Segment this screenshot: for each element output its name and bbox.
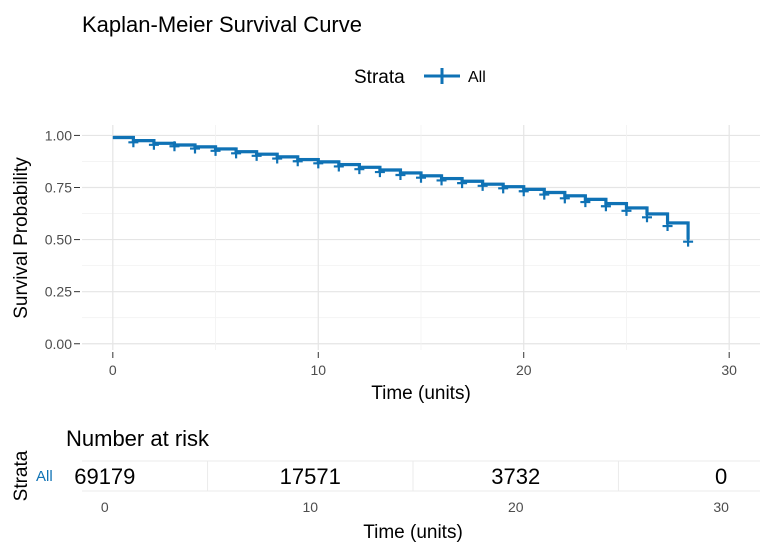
y-axis-ticks: 0.00 0.25 0.50 0.75 1.00 bbox=[45, 127, 80, 352]
survival-line bbox=[112, 135, 690, 240]
risk-y-axis-label: Strata bbox=[11, 450, 32, 501]
x-tick-label: 20 bbox=[516, 362, 532, 378]
risk-x-axis-ticks: 0 10 20 30 bbox=[101, 499, 729, 515]
risk-x-tick-label: 10 bbox=[302, 499, 318, 515]
censor-mark bbox=[210, 145, 221, 156]
risk-value: 3732 bbox=[491, 464, 540, 489]
y-tick-label: 0.75 bbox=[45, 180, 72, 196]
y-tick-label: 0.50 bbox=[45, 232, 72, 248]
censor-mark bbox=[272, 153, 283, 164]
censor-mark bbox=[169, 141, 180, 152]
censor-mark bbox=[662, 221, 673, 232]
censor-mark bbox=[683, 236, 694, 247]
risk-value: 17571 bbox=[280, 464, 341, 489]
y-axis-label: Survival Probability bbox=[11, 157, 32, 319]
censor-mark bbox=[559, 193, 570, 204]
risk-value: 0 bbox=[715, 464, 727, 489]
risk-x-tick-label: 0 bbox=[101, 499, 109, 515]
censor-marks bbox=[128, 137, 694, 247]
risk-table-values: 69179 17571 3732 0 bbox=[74, 464, 727, 489]
x-axis-label: Time (units) bbox=[371, 383, 471, 404]
censor-mark bbox=[374, 167, 385, 178]
risk-x-tick-label: 20 bbox=[508, 499, 524, 515]
censor-mark bbox=[600, 201, 611, 212]
chart-title: Kaplan-Meier Survival Curve bbox=[82, 12, 362, 37]
risk-value: 69179 bbox=[74, 464, 135, 489]
censor-mark bbox=[354, 164, 365, 175]
legend-label-all: All bbox=[468, 69, 486, 86]
censor-mark bbox=[333, 161, 344, 172]
censor-mark bbox=[457, 178, 468, 189]
censor-mark bbox=[292, 156, 303, 167]
y-tick-label: 0.25 bbox=[45, 284, 72, 300]
censor-mark bbox=[148, 139, 159, 150]
censor-mark bbox=[518, 186, 529, 197]
censor-mark bbox=[313, 158, 324, 169]
plot-grid bbox=[82, 125, 760, 350]
censor-mark bbox=[642, 212, 652, 223]
y-tick-label: 1.00 bbox=[45, 127, 72, 143]
censor-mark bbox=[416, 172, 426, 183]
confidence-band bbox=[112, 135, 689, 238]
risk-x-axis-label: Time (units) bbox=[363, 522, 463, 543]
censor-mark bbox=[231, 148, 242, 159]
censor-mark bbox=[477, 180, 488, 191]
censor-mark bbox=[498, 183, 509, 194]
legend-title: Strata bbox=[354, 67, 405, 88]
legend: Strata All bbox=[354, 67, 486, 88]
censor-mark bbox=[539, 189, 550, 200]
censor-mark bbox=[436, 175, 447, 186]
censor-mark bbox=[395, 170, 406, 180]
y-tick-label: 0.00 bbox=[45, 336, 72, 352]
risk-x-tick-label: 30 bbox=[713, 499, 729, 515]
censor-mark bbox=[580, 197, 591, 208]
censor-mark bbox=[621, 205, 632, 216]
risk-table-grid bbox=[82, 460, 760, 492]
censor-mark bbox=[128, 137, 139, 148]
x-tick-label: 30 bbox=[721, 362, 737, 378]
x-tick-label: 10 bbox=[310, 362, 326, 378]
x-axis-ticks: 0 10 20 30 bbox=[109, 352, 737, 378]
censor-mark bbox=[190, 143, 200, 154]
risk-table-title: Number at risk bbox=[66, 426, 210, 451]
risk-row-label-all: All bbox=[36, 468, 53, 485]
censor-mark bbox=[251, 150, 262, 161]
x-tick-label: 0 bbox=[109, 362, 117, 378]
